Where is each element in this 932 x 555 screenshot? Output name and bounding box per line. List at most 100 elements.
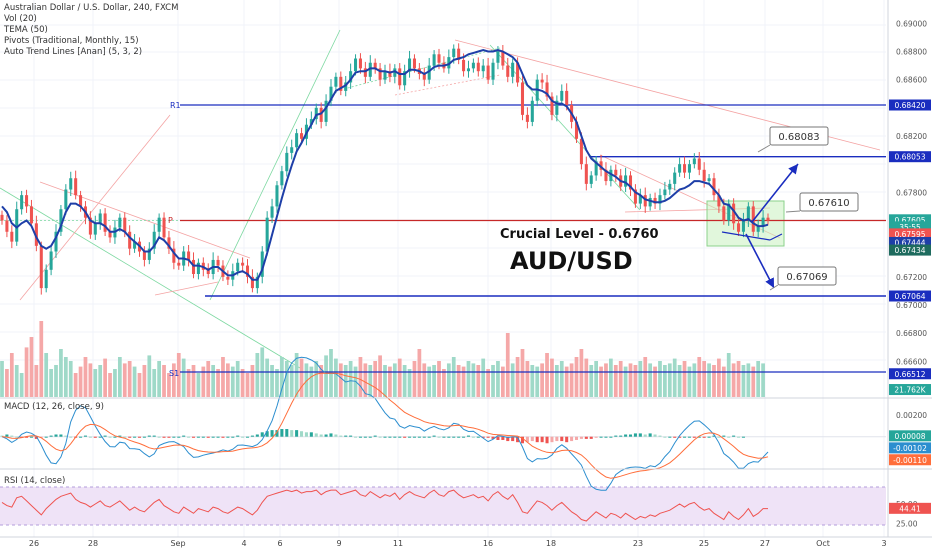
macd-histogram-bar <box>422 436 426 438</box>
time-axis: 26 28 Sep 4 6 9 11 16 18 23 25 27 Oct 3 <box>29 539 887 548</box>
macd-histogram-bar <box>383 436 387 438</box>
candle <box>329 79 333 107</box>
candle-body <box>123 217 127 232</box>
candle-body <box>393 68 397 77</box>
macd-histogram-bar <box>34 436 38 439</box>
volume-bar <box>39 321 44 397</box>
volume-bar <box>59 349 63 397</box>
indicator-tema[interactable]: TEMA (50) <box>4 25 48 35</box>
macd-histogram-bar <box>216 436 220 438</box>
candle <box>393 64 397 84</box>
macd-histogram-bar <box>599 436 603 438</box>
macd-histogram-bar <box>241 436 245 438</box>
price-label-text: 0.67595 <box>894 230 925 239</box>
macd-histogram-bar <box>49 435 53 437</box>
volume-bar <box>196 373 201 397</box>
x-tick: 9 <box>336 539 341 548</box>
candle <box>540 73 544 89</box>
candle-body <box>314 107 318 120</box>
candle <box>501 44 505 70</box>
tema-line <box>1 49 769 281</box>
indicator-trendlines[interactable]: Auto Trend Lines [Anan] (5, 3, 2) <box>4 47 143 57</box>
indicator-vol[interactable]: Vol (20) <box>4 14 37 24</box>
callout-box <box>799 192 859 212</box>
macd-histogram-bar <box>604 436 608 438</box>
macd-tick: 0.00200 <box>896 411 927 420</box>
candle <box>633 184 637 208</box>
candle-body <box>555 100 559 115</box>
macd-histogram-bar <box>628 434 633 437</box>
macd-value-text: 0.00008 <box>894 432 925 441</box>
symbol-title[interactable]: Australian Dollar / U.S. Dollar, 240, FX… <box>4 3 179 13</box>
candle <box>683 156 687 178</box>
candle-body <box>673 172 677 184</box>
macd-histogram-bar <box>673 436 677 438</box>
candle <box>64 184 68 215</box>
price-label-text: 21.762K <box>894 386 926 395</box>
volume-bar <box>309 366 314 397</box>
volume-bar <box>515 357 520 397</box>
macd-histogram-bar <box>540 436 544 443</box>
macd-histogram-bar <box>432 435 436 437</box>
volume-bar <box>383 365 387 397</box>
candle-body <box>344 82 348 91</box>
candle-body <box>550 96 554 115</box>
volume-bar <box>407 369 412 397</box>
macd-histogram-bar <box>516 436 520 443</box>
candle <box>766 213 770 225</box>
pivot-s1-label: S1 <box>169 369 179 378</box>
candle-body <box>108 231 112 238</box>
candle-body <box>668 183 672 190</box>
macd-histogram-bar <box>64 435 68 437</box>
candle <box>712 172 716 201</box>
callout-target_up: 0.68083 <box>757 126 829 153</box>
volume-bar <box>63 357 68 397</box>
volume-bar <box>579 349 584 397</box>
callout-pointer <box>785 210 801 213</box>
volume-bar <box>319 365 324 397</box>
volume-bar <box>211 365 216 397</box>
candle-body <box>594 161 598 176</box>
volume-bar <box>280 357 284 397</box>
candle <box>717 188 721 213</box>
trend-line-6 <box>489 44 641 211</box>
macd-value-text: -0.00102 <box>893 444 927 453</box>
macd-histogram-bar <box>285 429 289 437</box>
candle-body <box>334 76 338 87</box>
chart-legend: Australian Dollar / U.S. Dollar, 240, FX… <box>4 3 178 58</box>
candle-body <box>692 158 696 165</box>
candle-body <box>678 164 682 173</box>
candle-body <box>697 158 701 170</box>
volume-bar <box>741 365 746 397</box>
volume-bar <box>461 366 466 397</box>
volume-bar <box>648 363 653 397</box>
candle-body <box>614 169 618 176</box>
volume-bar <box>702 361 707 397</box>
rsi-label[interactable]: RSI (14, close) <box>4 476 66 486</box>
macd-histogram-bar <box>393 436 397 438</box>
macd-histogram-bar <box>221 436 225 438</box>
macd-histogram-bar <box>83 435 87 437</box>
candle-body <box>349 71 353 83</box>
volume-bar <box>68 361 73 397</box>
candle <box>172 241 176 270</box>
volume-bar <box>604 363 608 397</box>
macd-value-label: -0.00102 <box>889 442 931 454</box>
candle-body <box>516 62 520 83</box>
candle-body <box>290 147 294 153</box>
x-tick: 4 <box>241 539 246 548</box>
x-tick: 26 <box>29 539 39 548</box>
macd-label[interactable]: MACD (12, 26, close, 9) <box>4 402 104 412</box>
candle <box>550 92 554 121</box>
volume-bar <box>500 366 505 397</box>
indicator-pivots[interactable]: Pivots (Traditional, Monthly, 15) <box>4 36 139 46</box>
macd-histogram-bar <box>15 436 19 438</box>
volume-bar <box>230 366 235 397</box>
volume-bar <box>93 369 98 397</box>
candle-body <box>437 54 441 63</box>
macd-histogram-bar <box>697 436 701 438</box>
candle <box>339 71 343 96</box>
volume-bar <box>456 365 461 397</box>
macd-histogram-bar <box>25 436 29 438</box>
